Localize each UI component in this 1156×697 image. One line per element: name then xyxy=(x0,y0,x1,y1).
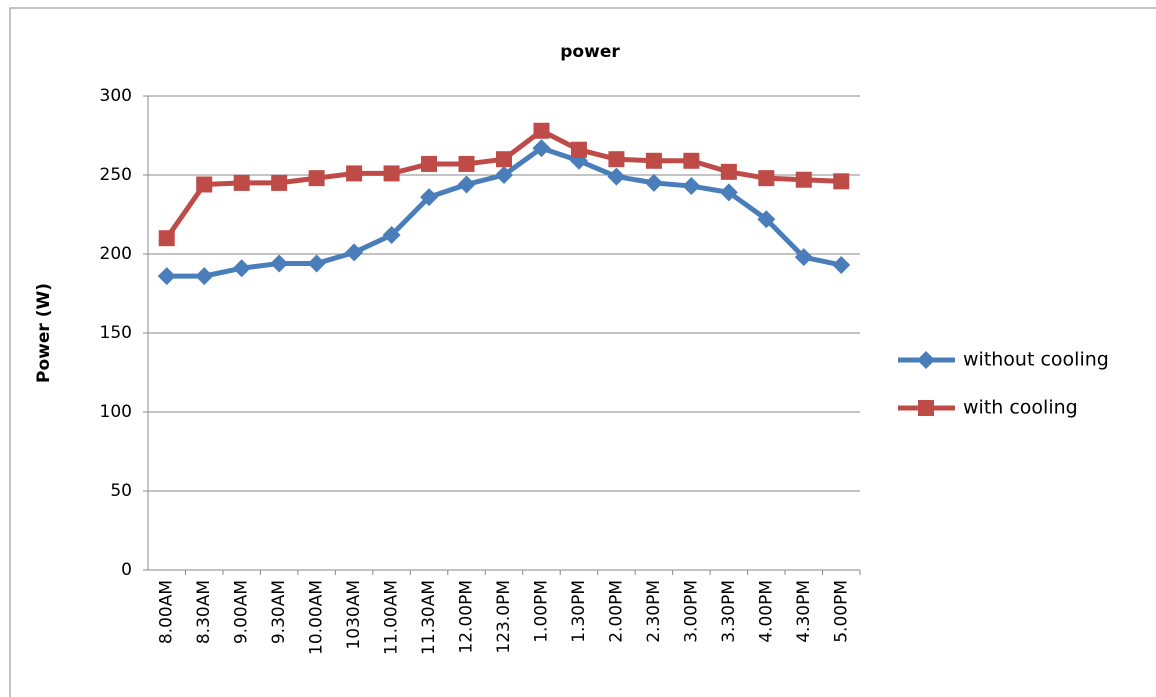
x-tick-label: 3.30PM xyxy=(719,580,739,643)
x-tick-label: 8.00AM xyxy=(157,580,177,644)
x-tick-label: 1.30PM xyxy=(569,580,589,643)
chart-title: power xyxy=(560,42,620,62)
data-point xyxy=(645,152,662,169)
data-point xyxy=(382,226,401,245)
data-point xyxy=(271,174,288,191)
data-point xyxy=(495,166,513,184)
y-tick-label: 200 xyxy=(100,244,132,264)
y-tick-label: 150 xyxy=(100,323,132,343)
data-point xyxy=(833,173,850,190)
x-tick-label: 10.00AM xyxy=(307,580,327,655)
data-point xyxy=(157,267,176,286)
data-point xyxy=(758,170,775,187)
data-point xyxy=(832,256,851,275)
data-point xyxy=(570,141,587,158)
legend-label: without cooling xyxy=(963,349,1109,371)
x-tick-label: 4.00PM xyxy=(756,580,776,643)
x-tick-label: 5.00PM xyxy=(831,580,851,643)
x-tick-label: 4.30PM xyxy=(794,580,814,643)
data-point xyxy=(195,267,214,286)
x-tick-label: 8.30AM xyxy=(194,580,214,644)
x-tick-label: 1.00PM xyxy=(531,580,551,643)
data-point xyxy=(346,165,363,182)
legend-marker xyxy=(918,400,934,416)
data-point xyxy=(233,174,250,191)
data-point xyxy=(794,248,813,267)
x-tick-label: 12.00PM xyxy=(457,580,477,654)
data-point xyxy=(533,122,550,139)
data-point xyxy=(270,254,289,273)
data-point xyxy=(158,230,175,247)
data-point xyxy=(496,151,512,168)
data-point xyxy=(795,171,812,188)
x-tick-label: 9.00AM xyxy=(232,580,252,644)
data-point xyxy=(307,254,326,273)
data-point xyxy=(457,175,476,194)
data-point xyxy=(607,167,626,186)
data-point xyxy=(682,177,701,196)
y-tick-label: 250 xyxy=(100,165,132,185)
data-point xyxy=(644,173,663,192)
x-tick-label: 11.00AM xyxy=(382,580,402,655)
x-tick-label: 1030AM xyxy=(344,580,364,650)
y-tick-label: 0 xyxy=(121,560,132,580)
data-point xyxy=(683,152,700,169)
x-tick-label: 2.30PM xyxy=(644,580,664,643)
data-point xyxy=(420,188,439,207)
data-point xyxy=(308,170,325,187)
data-point xyxy=(532,139,551,158)
x-tick-label: 3.00PM xyxy=(681,580,701,643)
x-tick-label: 11.30AM xyxy=(419,580,439,655)
data-point xyxy=(383,165,400,182)
x-tick-label: 9.30AM xyxy=(269,580,289,644)
y-tick-label: 50 xyxy=(110,481,132,501)
chart-frame xyxy=(9,7,1156,697)
y-axis-label: Power (W) xyxy=(34,283,54,383)
data-point xyxy=(720,163,737,180)
legend-label: with cooling xyxy=(963,397,1078,419)
legend-marker xyxy=(917,351,935,369)
data-point xyxy=(345,243,364,262)
data-point xyxy=(458,155,475,172)
data-point xyxy=(196,176,213,193)
y-tick-label: 100 xyxy=(100,402,132,422)
data-point xyxy=(757,210,776,229)
data-point xyxy=(421,155,438,172)
data-point xyxy=(608,151,625,168)
x-tick-label: 123.0PM xyxy=(494,580,514,654)
data-point xyxy=(719,183,738,202)
x-tick-label: 2.00PM xyxy=(606,580,626,643)
y-tick-label: 300 xyxy=(100,86,132,106)
data-point xyxy=(232,259,251,278)
